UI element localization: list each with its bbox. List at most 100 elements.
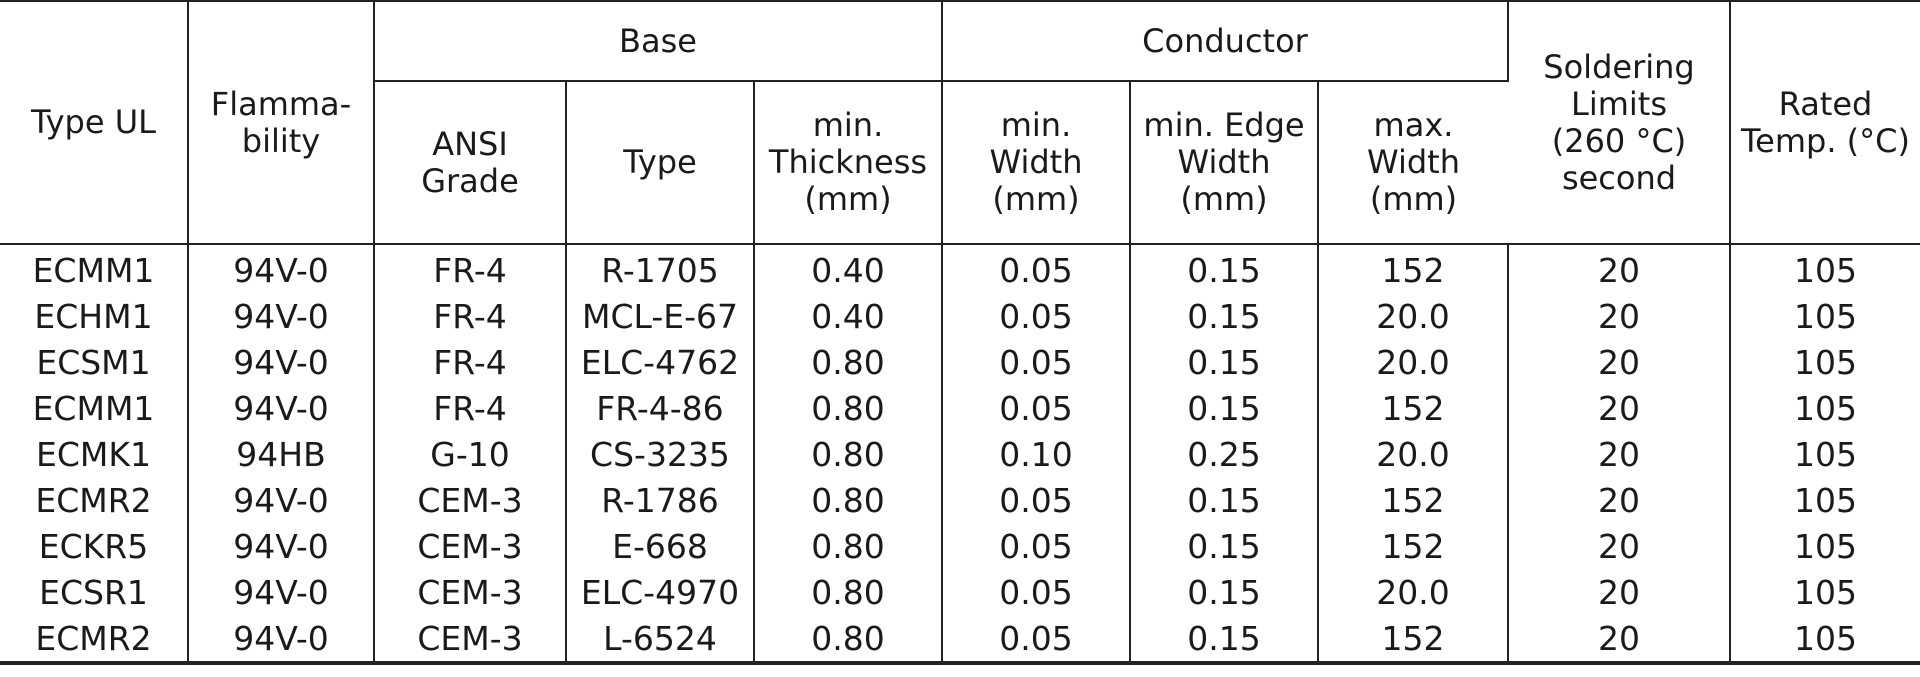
cell-min-width: 0.05 [942,477,1131,523]
cell-type-ul: ECMM1 [0,385,189,431]
table-row: ECKR5 94V-0 CEM-3 E-668 0.80 0.05 0.15 152 20 105 [0,523,1920,569]
header-line: second [1561,158,1677,197]
cell-min-thickness: 0.80 [754,339,943,385]
header-line: Type [623,143,697,181]
cell-min-width: 0.05 [942,244,1131,293]
cell-base-type: MCL-E-67 [566,293,755,339]
cell-soldering-limits: 20 [1508,431,1731,477]
header-rated-temp: Rated Temp. (°C) [1730,0,1920,245]
header-line: max. [1373,106,1454,144]
cell-max-width: 152 [1318,523,1509,569]
cell-ansi-grade: CEM-3 [374,569,567,615]
cell-min-thickness: 0.80 [754,477,943,523]
cell-max-width: 152 [1318,477,1509,523]
header-line: Rated [1778,84,1873,123]
header-line: Base [619,21,697,60]
header-line: Limits [1571,84,1667,123]
cell-flammability: 94V-0 [188,477,375,523]
header-line: ANSI [432,124,508,163]
cell-ansi-grade: FR-4 [374,385,567,431]
cell-flammability: 94V-0 [188,569,375,615]
cell-rated-temp: 105 [1794,434,1857,474]
cell-soldering-limits: 20 [1508,293,1731,339]
table-row: ECMK1 94HB G-10 CS-3235 0.80 0.10 0.25 20.0 20 10… [0,431,1920,477]
header-ansi-grade: ANSI Grade [374,81,567,245]
cell-min-width: 0.05 [942,569,1131,615]
cell-max-width: 20.0 [1318,431,1509,477]
cell-rated-temp: 105 [1794,480,1857,520]
cell-flammability: 94V-0 [188,385,375,431]
cell-min-edge-width: 0.15 [1130,615,1319,665]
cell-soldering-limits: 20 [1508,615,1731,665]
cell-type-ul: ECMK1 [0,431,189,477]
cell-min-thickness: 0.40 [754,244,943,293]
cell-max-width: 20.0 [1318,339,1509,385]
header-line: min. Edge [1143,106,1305,144]
cell-min-thickness: 0.80 [754,615,943,665]
cell-min-edge-width: 0.15 [1130,339,1319,385]
cell-base-type: ELC-4762 [566,339,755,385]
cell-min-width: 0.05 [942,615,1131,665]
cell-min-edge-width: 0.15 [1130,385,1319,431]
header-line: Flamma- [210,84,352,123]
cell-flammability: 94V-0 [188,293,375,339]
cell-soldering-limits: 20 [1508,477,1731,523]
table-body: ECMM1 94V-0 FR-4 R-1705 0.40 0.05 0.15 152 20 105… [0,244,1920,665]
table-row: ECSR1 94V-0 CEM-3 ELC-4970 0.80 0.05 0.15 20.0 2… [0,569,1920,615]
cell-base-type: E-668 [566,523,755,569]
cell-base-type: ELC-4970 [566,569,755,615]
table-row: ECSM1 94V-0 FR-4 ELC-4762 0.80 0.05 0.15 20.0 20… [0,339,1920,385]
header-line: Width [989,143,1083,181]
cell-ansi-grade: CEM-3 [374,615,567,665]
header-line: Width (mm) [1177,143,1271,218]
cell-flammability: 94V-0 [188,339,375,385]
cell-type-ul: ECHM1 [0,293,189,339]
cell-min-edge-width: 0.15 [1130,293,1319,339]
cell-type-ul: ECSM1 [0,339,189,385]
cell-ansi-grade: FR-4 [374,339,567,385]
table-row: ECMR2 94V-0 CEM-3 R-1786 0.80 0.05 0.15 152 20 10… [0,477,1920,523]
cell-max-width: 20.0 [1318,293,1509,339]
cell-min-edge-width: 0.25 [1130,431,1319,477]
cell-max-width: 20.0 [1318,569,1509,615]
header-soldering-limits: Soldering Limits (260 °C) second [1508,0,1731,245]
cell-base-type: FR-4-86 [566,385,755,431]
cell-min-thickness: 0.40 [754,293,943,339]
table-row: ECMM1 94V-0 FR-4 FR-4-86 0.80 0.05 0.15 152 20 10… [0,385,1920,431]
cell-ansi-grade: CEM-3 [374,477,567,523]
cell-base-type: CS-3235 [566,431,755,477]
cell-flammability: 94V-0 [188,615,375,665]
header-line: (mm) [1369,180,1458,218]
table-row: ECMR2 94V-0 CEM-3 L-6524 0.80 0.05 0.15 152 20 10… [0,615,1920,665]
header-line: (mm) [992,180,1080,218]
cell-min-width: 0.05 [942,293,1131,339]
table-row: ECMM1 94V-0 FR-4 R-1705 0.40 0.05 0.15 152 20 105 [0,244,1920,293]
header-flammability: Flamma-bility [188,0,375,245]
cell-base-type: R-1786 [566,477,755,523]
header-line: Soldering [1543,47,1695,86]
cell-soldering-limits: 20 [1508,385,1731,431]
cell-min-width: 0.10 [942,431,1131,477]
header-line: min. [1000,106,1072,144]
cell-ansi-grade: FR-4 [374,244,567,293]
header-line: Conductor [1142,21,1308,60]
cell-rated-temp: 105 [1794,388,1857,428]
header-max-width: max. Width (mm) [1318,81,1508,245]
header-line: bility [241,121,321,160]
cell-max-width: 152 [1318,615,1509,665]
header-line: (260 °C) [1551,121,1687,160]
header-min-edge-width: min. Edge Width (mm) [1130,81,1319,245]
cell-min-thickness: 0.80 [754,431,943,477]
cell-type-ul: ECSR1 [0,569,189,615]
header-line: Grade [421,161,519,200]
cell-min-thickness: 0.80 [754,385,943,431]
cell-base-type: R-1705 [566,244,755,293]
header-conductor: Conductor [942,0,1509,82]
header-base-type: Type [566,81,755,245]
cell-ansi-grade: G-10 [374,431,567,477]
cell-ansi-grade: CEM-3 [374,523,567,569]
cell-min-edge-width: 0.15 [1130,523,1319,569]
cell-min-edge-width: 0.15 [1130,569,1319,615]
